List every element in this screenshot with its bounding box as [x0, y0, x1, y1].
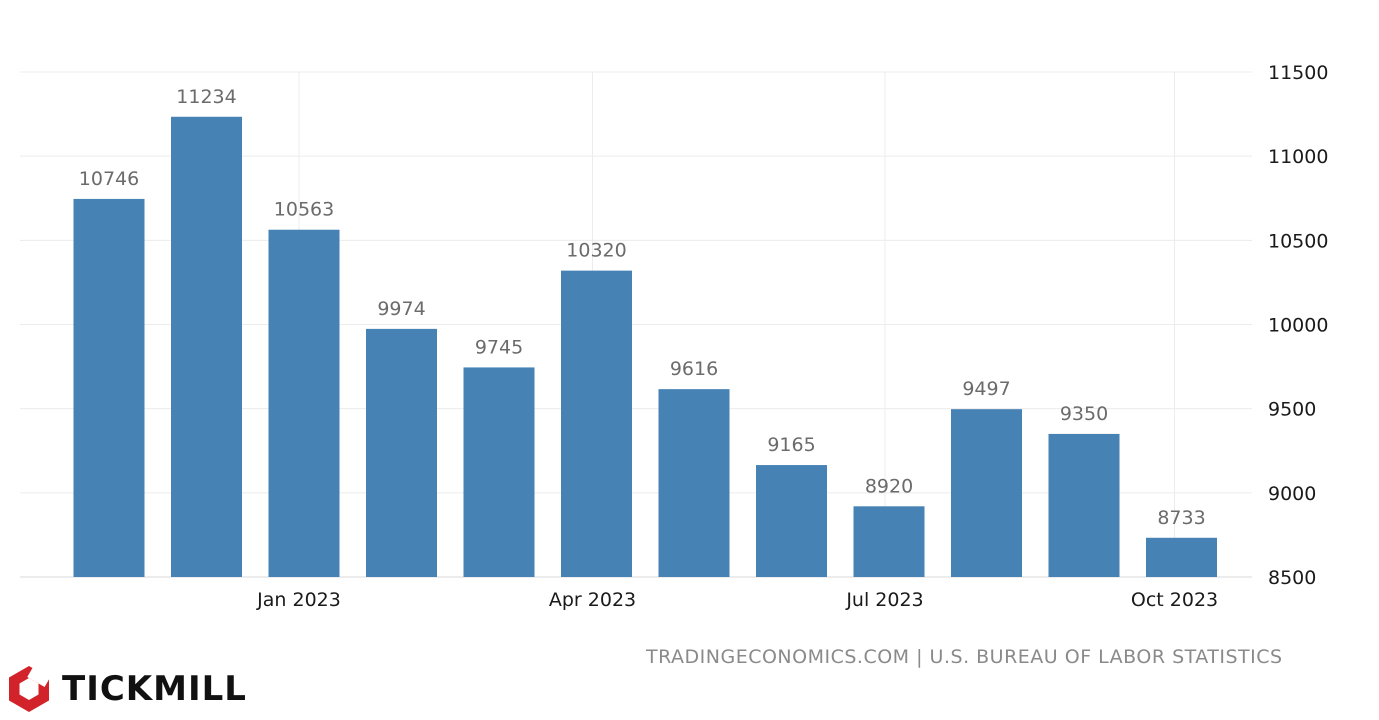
- bar: [366, 328, 437, 577]
- y-tick-label: 11000: [1268, 146, 1328, 168]
- y-tick-label: 8500: [1268, 567, 1316, 589]
- data-labels-group: 10746 11234 10563 9974 9745 10320 9616 9165 8920…: [79, 86, 1206, 529]
- bar-chart: 10746 11234 10563 9974 9745 10320 9616 9165 8920…: [20, 62, 1328, 611]
- data-label: 9497: [962, 378, 1010, 400]
- data-label: 10320: [566, 240, 626, 262]
- data-label: 10746: [79, 168, 139, 190]
- data-label: 9350: [1060, 403, 1108, 425]
- data-label: 8920: [865, 475, 913, 497]
- bar: [853, 506, 925, 577]
- data-label: 9165: [767, 434, 815, 456]
- bar: [1048, 433, 1120, 577]
- bar: [463, 367, 535, 577]
- bar: [561, 270, 632, 577]
- y-tick-label: 11500: [1268, 62, 1328, 84]
- bar: [171, 116, 242, 577]
- data-label: 9616: [670, 358, 718, 380]
- data-label: 9974: [377, 298, 425, 320]
- bar: [658, 389, 730, 577]
- x-tick-label: Jul 2023: [845, 589, 923, 611]
- brand-name: TICKMILL: [62, 669, 247, 709]
- tickmill-hexagon-icon: [9, 664, 52, 712]
- data-label: 11234: [176, 86, 236, 108]
- data-label: 10563: [274, 199, 334, 221]
- bar: [951, 409, 1022, 577]
- y-tick-label: 9000: [1268, 483, 1316, 505]
- bar: [73, 198, 145, 577]
- y-axis-ticks: 8500 9000 9500 10000 10500 11000 11500: [1268, 62, 1328, 589]
- y-tick-label: 10500: [1268, 230, 1328, 252]
- data-label: 9745: [475, 336, 523, 358]
- x-tick-label: Oct 2023: [1131, 589, 1218, 611]
- bar: [268, 229, 340, 577]
- bars-group: [73, 116, 1217, 577]
- x-tick-label: Jan 2023: [256, 589, 341, 611]
- source-credit: TRADINGECONOMICS.COM | U.S. BUREAU OF LA…: [646, 646, 1283, 668]
- y-tick-label: 10000: [1268, 315, 1328, 337]
- bar: [1146, 537, 1217, 577]
- data-label: 8733: [1157, 507, 1205, 529]
- brand-logo: TICKMILL: [6, 664, 247, 714]
- x-axis-ticks: Jan 2023 Apr 2023 Jul 2023 Oct 2023: [256, 589, 1218, 611]
- y-tick-label: 9500: [1268, 399, 1316, 421]
- x-tick-label: Apr 2023: [549, 589, 636, 611]
- bar: [756, 465, 827, 577]
